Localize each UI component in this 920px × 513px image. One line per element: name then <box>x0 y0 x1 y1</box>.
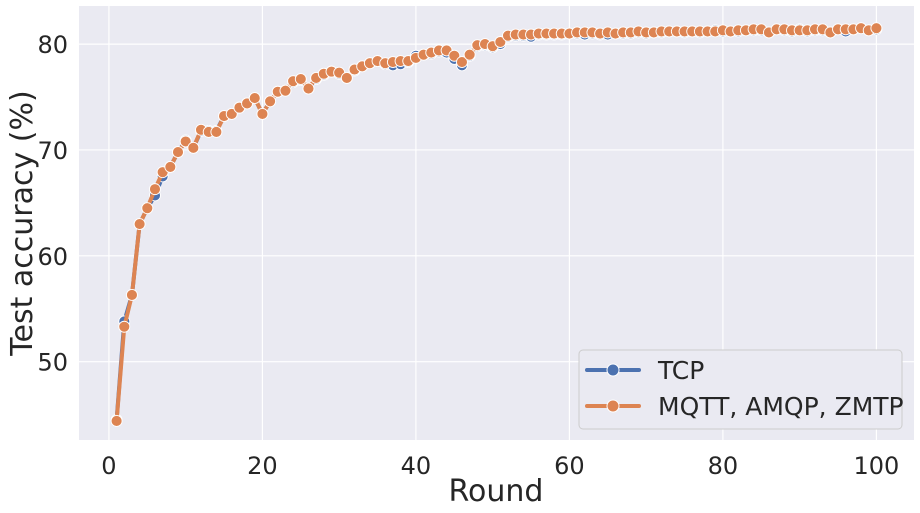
data-point-mqtt <box>133 218 146 231</box>
data-point-mqtt <box>187 141 200 154</box>
data-point-mqtt <box>256 108 269 120</box>
series-mqtt <box>110 22 883 427</box>
y-axis-label: Test accuracy (%) <box>5 90 40 356</box>
data-point-mqtt <box>225 108 238 120</box>
legend-box <box>578 349 903 430</box>
data-point-mqtt <box>118 320 131 333</box>
data-point-mqtt <box>463 48 476 61</box>
x-tick-label: 100 <box>853 452 899 480</box>
data-point-mqtt <box>279 84 292 97</box>
legend-label-mqtt: MQTT, AMQP, ZMTP <box>658 392 904 421</box>
data-point-mqtt <box>294 73 307 85</box>
data-point-mqtt <box>448 49 461 62</box>
data-point-mqtt <box>210 126 223 138</box>
data-point-mqtt <box>494 36 507 48</box>
legend-marker-tcp <box>606 363 620 377</box>
data-point-mqtt <box>172 146 184 159</box>
data-point-mqtt <box>149 183 161 196</box>
x-tick-label: 60 <box>554 452 585 480</box>
data-point-mqtt <box>141 202 154 215</box>
data-point-mqtt <box>870 22 883 35</box>
legend-label-tcp: TCP <box>657 356 704 385</box>
x-axis-ticks: 0 20 40 60 80 100 <box>101 452 899 480</box>
data-point-mqtt <box>248 92 261 105</box>
x-tick-label: 20 <box>247 452 278 480</box>
data-point-mqtt <box>110 415 123 427</box>
y-tick-label: 70 <box>37 137 68 165</box>
x-tick-label: 40 <box>401 452 432 480</box>
data-point-mqtt <box>179 135 192 148</box>
y-tick-label: 60 <box>37 243 68 271</box>
data-point-mqtt <box>456 56 468 69</box>
y-tick-label: 80 <box>37 31 68 59</box>
data-point-mqtt <box>340 72 353 84</box>
legend-marker-mqtt <box>606 399 620 413</box>
y-tick-label: 50 <box>37 349 68 377</box>
y-axis-ticks: 50 60 70 80 <box>37 31 68 377</box>
data-point-mqtt <box>302 82 315 95</box>
x-axis-label: Round <box>449 474 544 509</box>
x-tick-label: 0 <box>101 452 116 480</box>
data-point-mqtt <box>125 289 138 301</box>
data-point-mqtt <box>264 95 277 108</box>
data-point-mqtt <box>164 160 177 173</box>
series-layer <box>110 22 883 427</box>
legend: TCP MQTT, AMQP, ZMTP <box>578 349 904 430</box>
x-tick-label: 80 <box>708 452 739 480</box>
